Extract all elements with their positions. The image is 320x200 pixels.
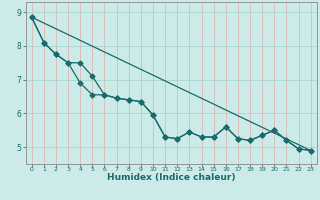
X-axis label: Humidex (Indice chaleur): Humidex (Indice chaleur) bbox=[107, 173, 236, 182]
